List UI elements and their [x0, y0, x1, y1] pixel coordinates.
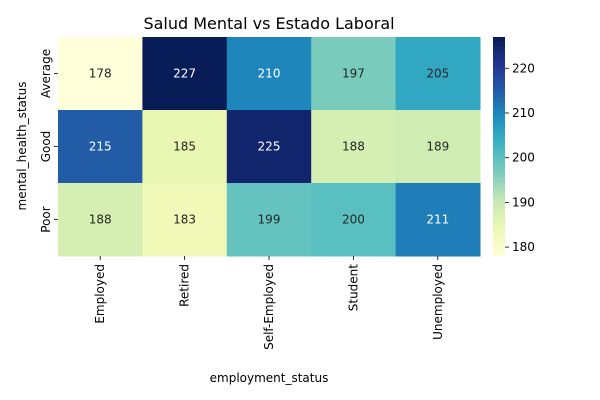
y-tick-label: Average — [39, 49, 53, 98]
colorbar-tick-label: 200 — [512, 151, 535, 165]
cell-value-label: 183 — [173, 213, 196, 227]
x-tick-label: Self-Employed — [262, 264, 276, 350]
colorbar-tick-label: 190 — [512, 195, 535, 209]
heatmap-cell — [395, 183, 481, 257]
cell-value-label: 227 — [173, 67, 196, 81]
heatmap-cell — [226, 183, 312, 257]
cell-value-label: 205 — [426, 67, 449, 81]
heatmap-cell — [226, 37, 312, 111]
heatmap-cell — [311, 37, 397, 111]
cell-value-label: 199 — [258, 213, 281, 227]
cell-value-label: 211 — [426, 213, 449, 227]
heatmap-cell — [142, 183, 228, 257]
heatmap-cell — [311, 110, 397, 184]
heatmap-cell — [311, 183, 397, 257]
colorbar-tick-label: 180 — [512, 240, 535, 254]
cell-value-label: 200 — [342, 213, 365, 227]
y-tick-label: Good — [39, 131, 53, 163]
colorbar-ticks: 180 190 200 210 220 — [505, 61, 535, 254]
heatmap-cell — [58, 183, 143, 257]
colorbar-tick-label: 210 — [512, 106, 535, 120]
heatmap-cell — [395, 110, 481, 184]
x-tick-label: Employed — [93, 264, 107, 324]
heatmap-cell — [142, 110, 228, 184]
heatmap-cell — [226, 110, 312, 184]
cell-value-label: 197 — [342, 67, 365, 81]
x-tick-labels: Employed Retired Self-Employed Student Unemp… — [93, 256, 445, 350]
cell-value-label: 215 — [89, 140, 112, 154]
x-tick-label: Unemployed — [431, 264, 445, 340]
cell-value-label: 225 — [258, 140, 281, 154]
x-tick-label: Retired — [178, 264, 192, 307]
cell-value-label: 188 — [89, 213, 112, 227]
heatmap-cell — [395, 37, 481, 111]
cell-value-label: 210 — [258, 67, 281, 81]
cell-value-label: 178 — [89, 67, 112, 81]
x-tick-label: Student — [346, 264, 360, 312]
colorbar-tick-label: 220 — [512, 61, 535, 75]
cell-value-label: 189 — [426, 140, 449, 154]
y-tick-label: Poor — [39, 206, 53, 232]
y-tick-labels: Average Good Poor — [39, 49, 58, 233]
heatmap-cell — [142, 37, 228, 111]
heatmap-cells: 178 227 210 197 205 215 185 225 188 189 188 183 199 2… — [58, 37, 481, 257]
y-axis-label: mental_health_status — [15, 82, 29, 211]
colorbar — [493, 37, 505, 256]
x-axis-label: employment_status — [210, 371, 329, 385]
cell-value-label: 185 — [173, 140, 196, 154]
heatmap-cell — [58, 37, 143, 111]
cell-value-label: 188 — [342, 140, 365, 154]
heatmap-cell — [58, 110, 143, 184]
chart-title: Salud Mental vs Estado Laboral — [143, 14, 394, 33]
